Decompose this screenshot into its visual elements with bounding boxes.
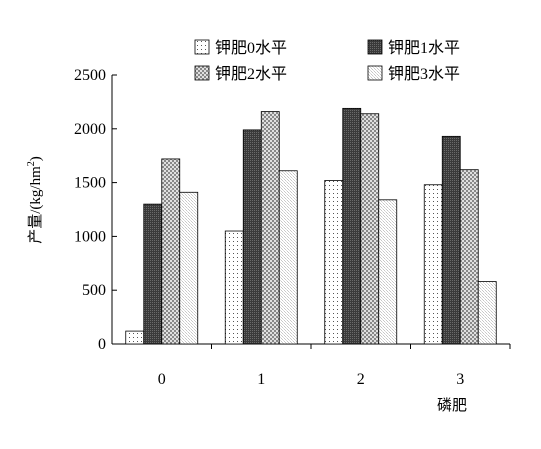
bar-3-2 <box>378 199 398 345</box>
bar-1-3 <box>441 135 461 345</box>
y-tick-label: 0 <box>98 336 106 353</box>
bar-3-3 <box>477 281 497 345</box>
bar-1-2 <box>342 107 362 345</box>
legend-label-3: 钾肥3水平 <box>388 65 460 83</box>
y-tick-label: 2500 <box>74 67 106 84</box>
legend-swatch-1 <box>367 39 383 55</box>
y-axis-title: 产量/(kg/hm2) <box>26 156 44 244</box>
bar-2-3 <box>459 169 479 345</box>
bar-0-3 <box>423 184 443 345</box>
bar-3-0 <box>179 191 199 345</box>
legend-label-0: 钾肥0水平 <box>215 39 287 57</box>
x-axis-title: 磷肥 <box>437 397 467 414</box>
legend-swatch-0 <box>194 39 210 55</box>
x-tick-label: 3 <box>456 371 464 388</box>
y-tick-label: 2000 <box>74 121 106 138</box>
axes: 0 500 1000 1500 2000 2500 0 1 2 3 <box>74 67 511 388</box>
legend-label-2: 钾肥2水平 <box>215 65 287 83</box>
bar-0-0 <box>125 330 145 345</box>
x-tick-label: 0 <box>158 371 166 388</box>
y-tick-label: 500 <box>82 282 106 299</box>
bar-2-2 <box>360 113 380 345</box>
y-tick-label: 1000 <box>74 228 106 245</box>
bar-3-1 <box>278 170 298 345</box>
legend-label-1: 钾肥1水平 <box>388 39 460 57</box>
bar-1-1 <box>242 129 262 345</box>
bars <box>125 107 497 345</box>
bar-2-0 <box>161 158 181 345</box>
legend-swatch-3 <box>367 65 383 81</box>
legend-swatch-2 <box>194 65 210 81</box>
bar-0-2 <box>324 180 344 345</box>
bar-1-0 <box>143 203 163 345</box>
x-tick-label: 1 <box>257 371 265 388</box>
y-tick-label: 1500 <box>74 175 106 192</box>
bar-2-1 <box>260 111 280 345</box>
bar-0-1 <box>224 230 244 345</box>
x-tick-label: 2 <box>357 371 365 388</box>
